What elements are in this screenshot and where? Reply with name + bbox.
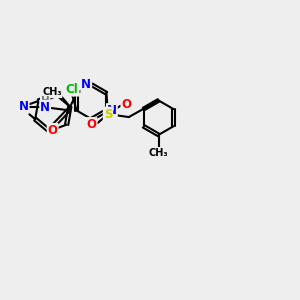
Text: H: H — [41, 96, 50, 106]
Text: O: O — [48, 124, 58, 137]
Text: CH₃: CH₃ — [149, 148, 168, 158]
Text: N: N — [40, 101, 50, 114]
Text: N: N — [19, 100, 28, 113]
Text: O: O — [122, 98, 131, 111]
Text: CH₃: CH₃ — [42, 87, 62, 97]
Text: S: S — [104, 108, 112, 121]
Text: S: S — [19, 103, 27, 116]
Text: N: N — [107, 104, 117, 117]
Text: N: N — [81, 78, 91, 91]
Text: Cl: Cl — [66, 82, 79, 96]
Text: O: O — [87, 118, 97, 131]
